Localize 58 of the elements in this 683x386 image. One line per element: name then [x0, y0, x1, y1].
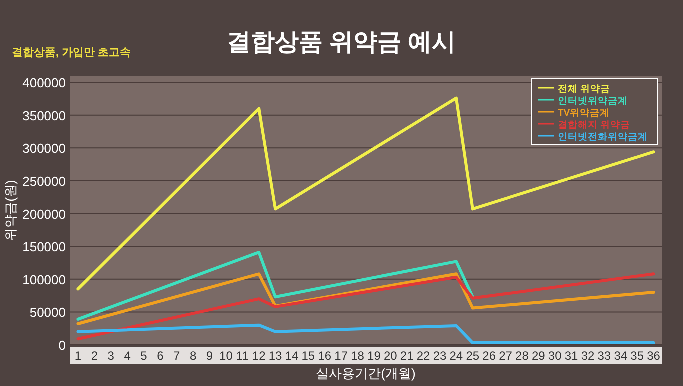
x-tick-label: 18	[351, 349, 365, 363]
x-tick-label: 23	[433, 349, 447, 363]
x-tick-label: 17	[334, 349, 348, 363]
y-tick-label: 250000	[22, 174, 66, 189]
x-tick-label: 29	[532, 349, 546, 363]
legend-label: 전체 위약금	[558, 84, 611, 95]
x-tick-label: 33	[598, 349, 612, 363]
x-axis-title: 실사용기간(개월)	[316, 366, 416, 381]
x-tick-label: 31	[564, 349, 579, 363]
x-tick-label: 30	[548, 349, 562, 363]
line-series	[76, 272, 656, 341]
x-tick-label: 22	[416, 349, 431, 363]
x-tick-label: 12	[252, 349, 266, 363]
line-series	[76, 96, 656, 291]
x-tick-label: 25	[466, 349, 480, 363]
y-tick-label: 150000	[22, 240, 66, 255]
x-tick-label: 10	[220, 349, 234, 363]
x-tick-label: 36	[647, 349, 661, 363]
text: 결합상품, 가입만 초고속	[12, 47, 132, 59]
legend-label: 인터넷위약금계	[558, 96, 628, 107]
y-tick-label: 300000	[22, 141, 66, 156]
x-tick-label: 15	[302, 349, 316, 363]
x-tick-label: 16	[318, 349, 332, 363]
x-tick-label: 8	[190, 349, 197, 363]
x-tick-label: 21	[400, 349, 414, 363]
x-tick-label: 14	[285, 349, 299, 363]
line-series	[76, 250, 474, 321]
x-tick-label: 28	[516, 349, 530, 363]
x-tick-label: 9	[206, 349, 214, 363]
legend-label: TV위약금계	[558, 108, 610, 119]
x-tick-label: 3	[108, 349, 115, 363]
y-axis-title: 위약금(원)	[3, 180, 18, 241]
x-tick-label: 4	[124, 349, 132, 363]
x-tick-label: 32	[581, 349, 595, 363]
x-tick-label: 13	[268, 349, 283, 363]
y-tick-label: 50000	[30, 305, 66, 320]
x-tick-label: 2	[91, 349, 98, 363]
legend-label: 결합해지 위약금	[558, 120, 631, 131]
x-tick-label: 35	[630, 349, 644, 363]
x-tick-label: 27	[499, 349, 513, 363]
x-tick-label: 11	[236, 349, 250, 363]
x-tick-label: 26	[482, 349, 496, 363]
x-tick-label: 7	[174, 349, 181, 363]
x-tick-label: 5	[140, 349, 148, 363]
y-tick-label: 100000	[22, 272, 66, 288]
x-tick-label: 1	[74, 349, 82, 363]
legend-label: 인터넷전화위약금계	[558, 132, 648, 143]
x-tick-label: 24	[450, 349, 464, 363]
chart-title: 결합상품 위약금 예시	[226, 29, 456, 56]
y-tick-label: 350000	[22, 108, 66, 124]
y-tick-label: 200000	[22, 206, 66, 222]
y-tick-label: 400000	[22, 76, 66, 91]
line-series	[76, 324, 656, 345]
x-tick-label: 20	[384, 349, 398, 363]
x-tick-label: 34	[614, 349, 628, 363]
x-tick-label: 6	[157, 349, 164, 363]
y-tick-label: 0	[58, 338, 66, 353]
x-tick-label: 19	[368, 349, 382, 363]
